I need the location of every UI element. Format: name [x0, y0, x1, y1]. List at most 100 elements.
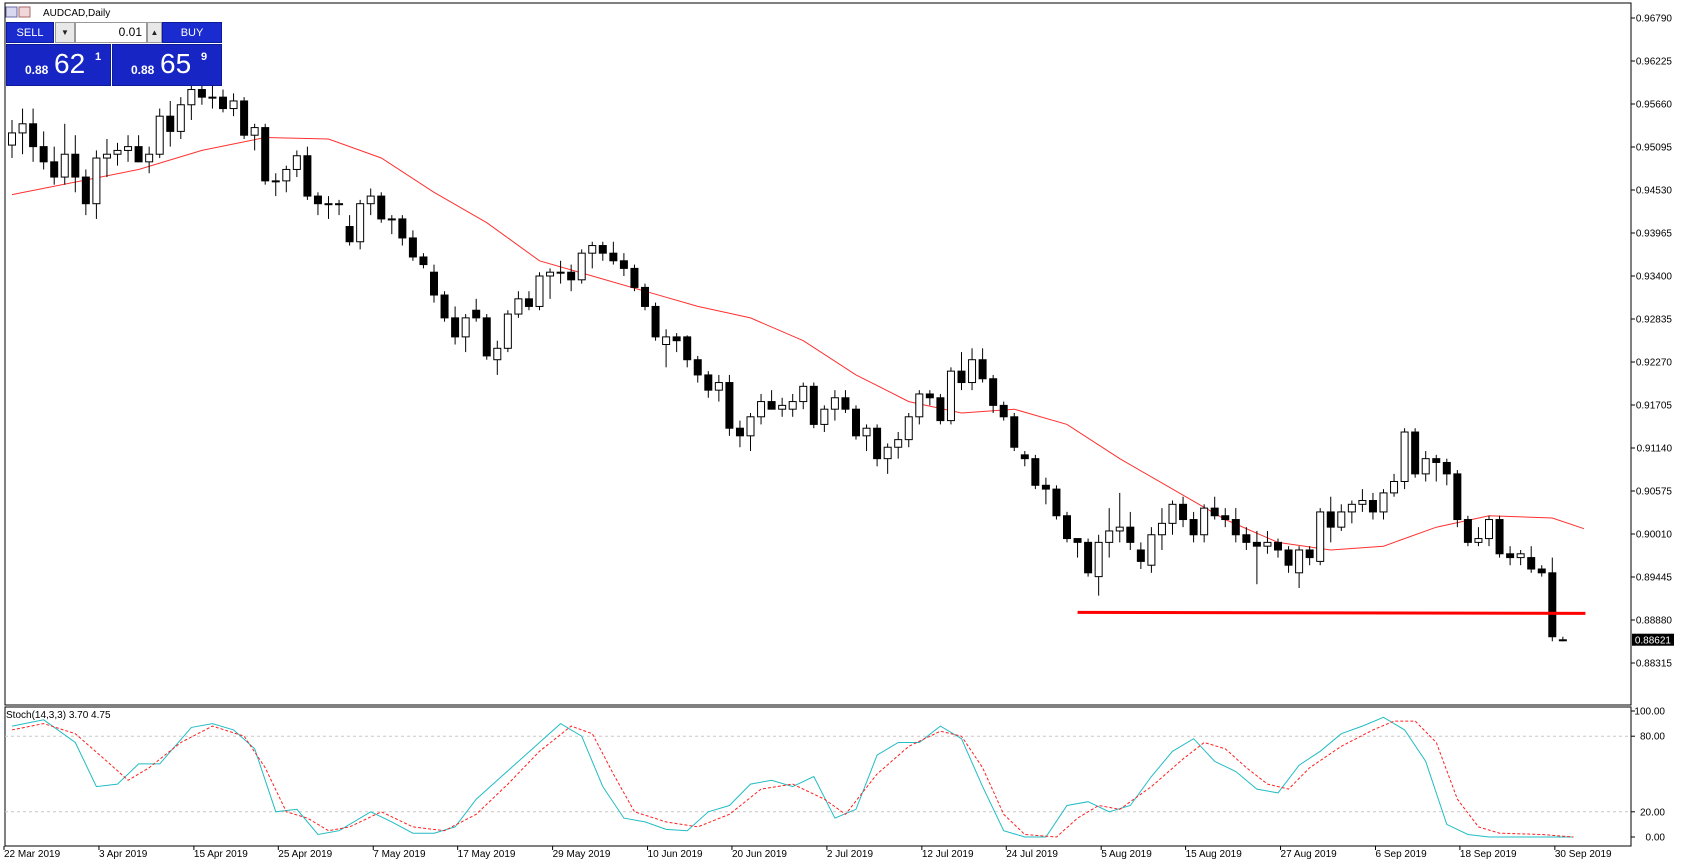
- candle-body-bear: [1210, 507, 1219, 517]
- candle-body-bull: [588, 245, 597, 254]
- price-tick-label: 0.88315: [1636, 659, 1673, 670]
- candle-body-bear: [1442, 461, 1451, 475]
- candle-body-bull: [968, 359, 977, 384]
- candle: [904, 412, 913, 448]
- candle: [630, 264, 639, 292]
- candle-body-bear: [197, 89, 206, 98]
- candle-body-bear: [683, 336, 692, 361]
- candle: [229, 93, 238, 117]
- candle: [71, 135, 80, 193]
- candle-body-bull: [155, 115, 164, 155]
- candle: [588, 241, 597, 269]
- candle: [1041, 477, 1050, 505]
- candle: [8, 119, 16, 159]
- time-tick-label: 24 Jul 2019: [1006, 849, 1058, 860]
- candle: [925, 390, 934, 406]
- candle-body-bull: [366, 195, 375, 205]
- candle: [1379, 489, 1388, 520]
- stoch-tick-label: 0.00: [1646, 833, 1666, 844]
- candle-body-bull: [1485, 519, 1493, 540]
- candle-body-bear: [1084, 541, 1093, 574]
- time-tick-label: 20 Jun 2019: [732, 849, 787, 860]
- candle-body-bull: [556, 271, 565, 274]
- candle-body-bear: [567, 271, 576, 281]
- sell-button[interactable]: SELL: [6, 22, 54, 43]
- candle: [1147, 527, 1156, 573]
- candle: [1474, 527, 1483, 547]
- candle-body-bear: [408, 237, 417, 258]
- candle-body-bear: [1189, 519, 1198, 536]
- moving-average-line: [11, 136, 1585, 551]
- sell-price-button[interactable]: 0.88 62 1: [6, 44, 111, 86]
- candle: [60, 123, 69, 185]
- candle: [1084, 538, 1093, 577]
- candle: [1010, 412, 1019, 452]
- stoch-tick-label: 100.00: [1634, 707, 1665, 718]
- candle: [50, 146, 59, 185]
- candle-body-bull: [1316, 511, 1325, 562]
- candle: [809, 382, 818, 429]
- candle: [166, 100, 175, 147]
- candle-body-bear: [1052, 488, 1061, 517]
- candle-body-bear: [451, 317, 460, 338]
- candle-body-bear: [240, 100, 249, 136]
- candle-body-bull: [799, 385, 808, 403]
- price-tick-label: 0.95660: [1636, 100, 1673, 111]
- candle: [208, 85, 217, 109]
- candle-body-bull: [1168, 503, 1177, 524]
- candle: [1390, 473, 1399, 497]
- candle-body-bull: [1200, 507, 1209, 536]
- candle-body-bear: [1231, 519, 1240, 536]
- candle: [1073, 538, 1082, 558]
- candle: [1558, 636, 1567, 642]
- candle-body-bull: [1147, 534, 1156, 566]
- candle: [335, 199, 344, 216]
- candle: [567, 264, 576, 292]
- candle: [598, 241, 607, 261]
- candle-body-bull: [1105, 530, 1114, 543]
- candle: [862, 424, 871, 452]
- candle: [451, 306, 460, 345]
- candle-body-bear: [852, 408, 860, 437]
- candle-body-bull: [904, 416, 913, 441]
- candle: [408, 230, 417, 261]
- candle: [303, 146, 312, 200]
- candle-body-bull: [8, 132, 16, 146]
- price-tick-label: 0.90575: [1636, 487, 1673, 498]
- buy-price-prefix: 0.88: [131, 63, 155, 77]
- candle-body-bull: [503, 313, 512, 349]
- candle: [725, 374, 734, 436]
- volume-dropdown-icon[interactable]: ▼: [55, 22, 75, 43]
- candle: [841, 390, 850, 413]
- candle: [39, 131, 48, 170]
- candle-body-bull: [92, 157, 101, 205]
- candle-body-bull: [915, 393, 924, 418]
- candle-body-bull: [714, 382, 723, 391]
- time-tick-label: 25 Apr 2019: [278, 849, 332, 860]
- candle: [282, 165, 291, 193]
- candle: [746, 412, 755, 452]
- candle: [1231, 508, 1240, 543]
- buy-button[interactable]: BUY: [162, 22, 222, 43]
- candle-body-bull: [124, 146, 133, 151]
- candle-body-bear: [1495, 519, 1504, 555]
- buy-price-button[interactable]: 0.88 65 9: [112, 44, 222, 86]
- candle: [799, 382, 808, 410]
- price-tick-label: 0.96790: [1636, 14, 1673, 25]
- candle: [472, 298, 481, 322]
- candle: [546, 268, 555, 299]
- candle: [1179, 496, 1188, 528]
- candle-body-bull: [335, 203, 344, 206]
- candle-body-bear: [1368, 500, 1377, 513]
- volume-up-icon[interactable]: ▲: [147, 22, 162, 43]
- candle: [1527, 546, 1536, 573]
- candle: [493, 340, 502, 375]
- candle-body-bear: [630, 267, 639, 288]
- sell-price-fraction: 1: [95, 51, 102, 63]
- candle: [1105, 508, 1114, 558]
- candle: [989, 374, 998, 413]
- candle-body-bear: [303, 155, 312, 197]
- candle-body-bear: [1548, 572, 1557, 638]
- candle: [1400, 428, 1409, 490]
- volume-input[interactable]: 0.01: [75, 22, 147, 43]
